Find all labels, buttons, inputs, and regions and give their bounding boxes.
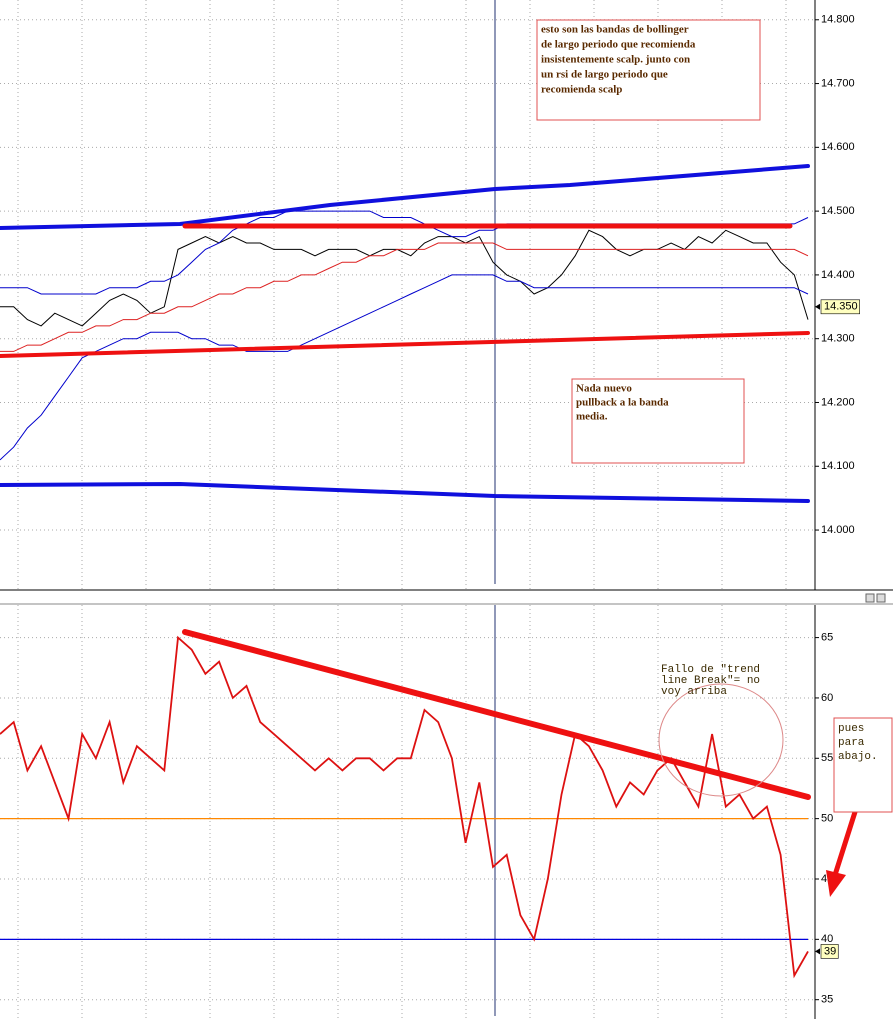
y-tick-label: 14.300 <box>821 333 855 345</box>
annotation-text: Fallo de "trend <box>661 664 760 676</box>
annotation-text: esto son las bandas de bollinger <box>541 24 689 36</box>
panel-button[interactable] <box>876 593 886 603</box>
annotation-box <box>536 19 761 121</box>
annotation-text: pues <box>838 723 864 735</box>
y-tick-label: 14.800 <box>821 14 855 26</box>
series-line <box>0 242 809 352</box>
annotation-text: abajo. <box>838 751 878 763</box>
plot-area: 14.000 14.100 14.200 14.300 14.400 14.500 14.6… <box>0 14 860 1006</box>
annotation-text: para <box>838 737 865 749</box>
annotation-text: voy arriba <box>661 686 727 698</box>
y-tick-label: 60 <box>821 692 833 704</box>
y-tick-label: 14.700 <box>821 77 855 89</box>
y-tick-label: 50 <box>821 813 833 825</box>
last-value-box <box>820 944 839 959</box>
annotation-text: recomienda scalp <box>541 84 622 96</box>
annotations: esto son las bandas de bollinger de largo… <box>536 19 893 813</box>
annotation-text: line Break"= no <box>661 675 760 687</box>
annotation-text: de largo periodo que recomienda <box>541 39 696 51</box>
y-tick-label: 65 <box>821 631 833 643</box>
y-tick-label: 55 <box>821 752 833 764</box>
y-tick-label: 14.200 <box>821 396 855 408</box>
y-tick-label: 14.600 <box>821 141 855 153</box>
panel-button[interactable] <box>865 593 875 603</box>
last-value-label: 14.350 <box>824 301 858 313</box>
y-tick-label: 14.500 <box>821 205 855 217</box>
y-tick-label: 14.400 <box>821 269 855 281</box>
annotation-text: insistentemente scalp. junto con <box>541 54 690 66</box>
y-tick-label: 40 <box>821 933 833 945</box>
series-line <box>0 229 809 327</box>
last-value: 39 <box>815 944 839 959</box>
y-tick-label: 14.100 <box>821 460 855 472</box>
last-value: 14.350 <box>815 299 860 315</box>
series-line <box>0 274 809 461</box>
annotation-box <box>833 717 893 813</box>
drawn-lines <box>0 164 858 897</box>
grid <box>17 0 787 1019</box>
annotation-text: Nada nuevo <box>576 383 632 395</box>
last-value-box <box>820 299 860 315</box>
annotation-text: pullback a la banda <box>576 397 669 409</box>
annotation-box <box>571 378 745 464</box>
annotation-text: un rsi de largo periodo que <box>541 69 668 81</box>
last-value-pointer <box>815 303 820 310</box>
last-value-label: 39 <box>824 945 836 957</box>
y-tick-label: 14.000 <box>821 524 855 536</box>
annotation-text: media. <box>576 411 608 423</box>
y-tick-label: 35 <box>821 994 833 1006</box>
last-value-pointer <box>815 948 820 955</box>
